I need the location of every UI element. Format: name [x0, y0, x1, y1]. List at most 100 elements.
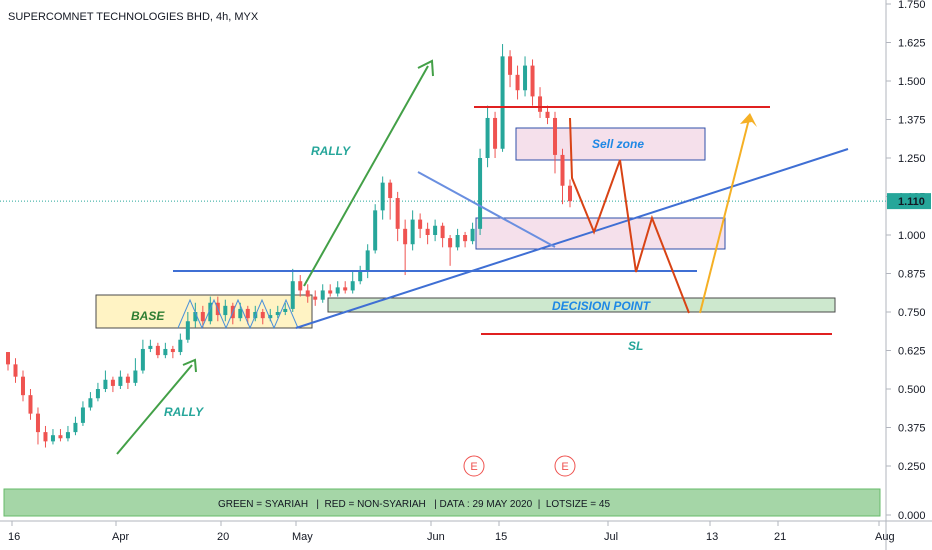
- candle-body: [508, 56, 513, 75]
- candle-body: [403, 228, 408, 245]
- decision-point-label: DECISION POINT: [552, 299, 652, 313]
- candle: [358, 265, 363, 285]
- candle: [380, 176, 385, 220]
- candle: [275, 305, 280, 319]
- rally-label-upper: RALLY: [311, 144, 351, 158]
- time-tick-label: 16: [8, 531, 20, 543]
- candle: [335, 281, 340, 297]
- candle-body: [463, 235, 468, 242]
- price-tick-label: 1.500: [898, 76, 926, 88]
- candle: [320, 284, 325, 303]
- candle-body: [80, 407, 85, 423]
- candle: [373, 204, 378, 254]
- candle: [13, 358, 18, 383]
- candle-body: [193, 312, 198, 322]
- candle-body: [470, 228, 475, 242]
- earnings-marker-label: E: [470, 461, 477, 473]
- candle: [298, 275, 303, 297]
- candle: [223, 299, 228, 322]
- current-price-label: 1.110: [898, 196, 925, 208]
- earnings-marker[interactable]: [554, 455, 576, 477]
- candle-body: [65, 432, 70, 439]
- rally-arrow-lower[interactable]: [116, 364, 193, 455]
- earnings-marker-label: E: [561, 461, 568, 473]
- candle-body: [568, 185, 572, 202]
- falling-trendline[interactable]: [417, 171, 556, 248]
- base-zigzag: [177, 298, 299, 330]
- candle: [20, 370, 25, 402]
- candle-body: [73, 422, 78, 433]
- candle-body: [538, 96, 543, 112]
- price-tick-label: 0.875: [898, 269, 926, 281]
- candle-body: [358, 271, 363, 282]
- candle: [6, 352, 10, 371]
- candle: [433, 219, 438, 242]
- candle-body: [20, 376, 25, 396]
- candle: [463, 231, 468, 248]
- projected-rally-path[interactable]: [699, 114, 751, 314]
- candle: [485, 105, 490, 168]
- price-axis[interactable]: 1.7501.6251.5001.3751.2501.1251.0000.875…: [886, 0, 926, 522]
- price-tick-label: 0.250: [898, 461, 926, 473]
- candle: [403, 219, 408, 276]
- candle-body: [478, 158, 483, 229]
- candle: [245, 305, 250, 325]
- candle-body: [373, 210, 378, 251]
- candle: [88, 392, 93, 411]
- candle: [448, 235, 453, 266]
- price-tick-label: 0.750: [898, 307, 926, 319]
- candle: [133, 358, 138, 386]
- candle: [73, 416, 78, 436]
- candle-body: [545, 111, 550, 118]
- candle-body: [335, 287, 340, 294]
- time-tick-label: Jun: [427, 531, 445, 543]
- candle: [140, 339, 145, 374]
- rally-arrow-upper[interactable]: [303, 65, 429, 287]
- candle: [530, 59, 535, 106]
- candle-body: [560, 154, 565, 186]
- candle-body: [455, 235, 460, 248]
- decision-point-box[interactable]: [327, 297, 836, 313]
- candle: [110, 376, 115, 393]
- candle-body: [313, 296, 318, 300]
- candle: [178, 333, 183, 356]
- time-axis[interactable]: 16 Apr 20 May Jun 15 Jul 13 21 Aug: [8, 521, 895, 543]
- projected-price-path[interactable]: [569, 117, 690, 314]
- candle: [305, 284, 310, 303]
- candle: [395, 191, 400, 242]
- candle: [95, 382, 100, 402]
- candle-body: [223, 305, 228, 316]
- candle-body: [328, 290, 333, 294]
- candle: [455, 228, 460, 251]
- candle: [125, 373, 130, 389]
- sell-zone-box[interactable]: [515, 127, 706, 161]
- candle: [185, 312, 190, 343]
- candle-body: [50, 435, 55, 442]
- candle-body: [553, 117, 558, 155]
- candle-body: [103, 379, 108, 389]
- candle-body: [500, 56, 505, 149]
- candle-body: [380, 182, 385, 211]
- candle-body: [290, 281, 295, 309]
- candle-body: [208, 302, 213, 322]
- candle-body: [163, 348, 168, 356]
- candle-body: [365, 250, 370, 272]
- candle: [260, 308, 265, 325]
- time-tick-label: Aug: [875, 531, 895, 543]
- candle-body: [178, 339, 183, 353]
- candle-body: [35, 413, 40, 433]
- rising-trendline[interactable]: [295, 148, 849, 329]
- sell-zone-label: Sell zone: [592, 137, 644, 151]
- candle: [170, 345, 175, 359]
- candle: [28, 389, 33, 420]
- candle-body: [275, 312, 280, 316]
- candle: [200, 305, 205, 328]
- time-tick-label: Apr: [112, 531, 129, 543]
- candle-body: [118, 376, 123, 386]
- earnings-marker[interactable]: [463, 455, 485, 477]
- demand-zone-box[interactable]: [475, 217, 726, 250]
- price-tick-label: 1.000: [898, 230, 926, 242]
- candle: [560, 148, 565, 205]
- price-tick-label: 1.750: [898, 0, 926, 11]
